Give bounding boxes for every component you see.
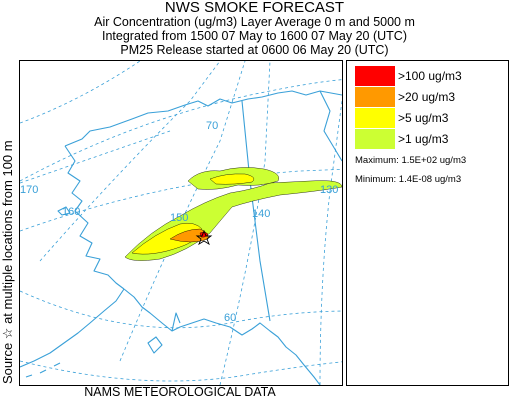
legend-swatch-1	[355, 129, 395, 149]
smoke-map: 170 160 150 140 130 70 60	[19, 60, 343, 386]
alaska-south-coast	[123, 288, 321, 385]
alaska-west-coast	[64, 145, 125, 290]
legend-item-100	[355, 66, 395, 86]
canada-border	[241, 100, 271, 322]
plume-level-5	[131, 222, 203, 255]
subtitle-integration-period: Integrated from 1500 07 May to 1600 07 M…	[101, 29, 408, 43]
source-star-icon	[195, 229, 213, 246]
legend: >100 ug/m3 >20 ug/m3 >5 ug/m3 >1 ug/m3 M…	[346, 60, 509, 386]
legend-item-20	[355, 87, 395, 107]
meteorological-data-label: NAMS METEOROLOGICAL DATA	[84, 385, 276, 399]
st-lawrence-island	[57, 206, 71, 216]
coastline	[20, 90, 342, 385]
legend-item-5	[355, 108, 395, 128]
canada-coast	[319, 90, 342, 162]
legend-label-1: >1 ug/m3	[398, 132, 449, 146]
lon-label-150: 150	[170, 212, 188, 224]
lon-label-160: 160	[62, 206, 80, 218]
lon-line-170	[20, 130, 171, 184]
maximum-value: Maximum: 1.5E+02 ug/m3	[355, 155, 467, 166]
legend-swatch-100	[355, 66, 395, 86]
alaska-peninsula	[20, 288, 125, 368]
minimum-value: Minimum: 1.4E-08 ug/m3	[355, 174, 462, 185]
legend-swatch-20	[355, 87, 395, 107]
cook-inlet	[171, 312, 181, 332]
aleutian-islands	[25, 362, 61, 378]
legend-item-1	[355, 129, 395, 149]
chart-title: NWS SMOKE FORECAST	[164, 0, 345, 16]
legend-label-100: >100 ug/m3	[398, 69, 462, 83]
lat-line-55	[20, 360, 342, 382]
lon-label-130: 130	[320, 184, 338, 196]
legend-label-20: >20 ug/m3	[398, 90, 456, 104]
source-markers	[195, 229, 213, 246]
lat-line-65	[20, 168, 342, 232]
smoke-plume	[124, 167, 342, 261]
kodiak-island	[147, 336, 163, 354]
lon-label-140: 140	[252, 208, 270, 220]
lon-line-160	[39, 61, 221, 262]
lon-line-180	[20, 61, 141, 124]
alaska-north-coast	[64, 90, 342, 147]
subtitle-concentration: Air Concentration (ug/m3) Layer Average …	[94, 15, 415, 29]
lon-line-140	[219, 61, 271, 385]
subtitle-release-start: PM25 Release started at 0600 06 May 20 (…	[120, 43, 389, 57]
source-location-label: Source ☆ at multiple locations from 100 …	[0, 140, 15, 384]
lat-line-60	[20, 290, 342, 329]
lon-label-170: 170	[20, 184, 38, 196]
lat-label-60: 60	[224, 312, 236, 324]
legend-label-5: >5 ug/m3	[398, 111, 449, 125]
map-canvas: 170 160 150 140 130 70 60	[20, 61, 342, 385]
plume-level-5-north	[209, 173, 255, 185]
lat-line-70	[20, 79, 342, 182]
lon-line-130	[319, 100, 342, 385]
lat-label-70: 70	[206, 120, 218, 132]
legend-swatch-5	[355, 108, 395, 128]
